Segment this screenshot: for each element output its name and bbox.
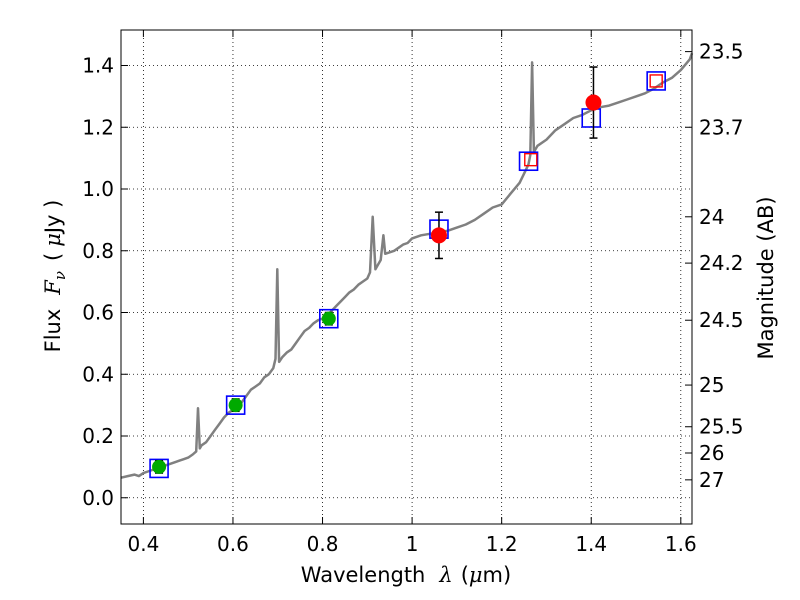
marker-layer (149, 66, 666, 479)
model-square-marker (518, 151, 539, 172)
plot-frame (120, 29, 693, 525)
observed-point (152, 459, 167, 474)
observed-point (321, 311, 336, 326)
y-tick-label: 1.4 (82, 54, 114, 78)
tick-marks (121, 30, 692, 524)
x-tick-label: 1.6 (665, 532, 697, 556)
y-axis-label: FluxFν(μJy ) (41, 200, 69, 353)
model-square-marker (318, 308, 339, 329)
observed-point (228, 398, 243, 413)
x-tick-label: 1.4 (575, 532, 607, 556)
y-tick-label: 0.6 (82, 301, 114, 325)
magnitude-tick-label: 27 (699, 468, 724, 492)
magnitude-tick-labels: 23.5 23.7 24 24.2 24.5 25 25.526 27 (699, 40, 744, 492)
spectrum-layer (120, 52, 694, 479)
x-tick-labels: 0.4 0.6 0.8 1 1.2 1.4 1.6 (127, 532, 696, 556)
x-tick-label: 0.8 (307, 532, 339, 556)
observed-point (430, 227, 447, 244)
x-tick-label: 1 (406, 532, 419, 556)
magnitude-tick-label: 25.5 (699, 415, 744, 439)
y-tick-label: 0.8 (82, 239, 114, 263)
magnitude-tick-label: 26 (699, 441, 724, 465)
magnitude-tick-label: 24.5 (699, 308, 744, 332)
magnitude-tick-label: 24 (699, 205, 724, 229)
y-tick-label: 0.4 (82, 362, 114, 386)
y-tick-label: 0.0 (82, 486, 114, 510)
y-tick-labels: 0.0 0.2 0.4 0.6 0.8 1.0 1.2 1.4 (82, 54, 114, 510)
observed-point (585, 94, 602, 111)
x-tick-label: 1.2 (486, 532, 518, 556)
magnitude-tick-label: 23.7 (699, 115, 744, 139)
predicted-square-marker (649, 74, 663, 88)
y-tick-label: 1.0 (82, 177, 114, 201)
magnitude-tick-label: 25 (699, 373, 724, 397)
spectrum-line (120, 52, 694, 479)
predicted-square-marker (524, 152, 538, 167)
x-axis-label: Wavelength λ (μm) (301, 563, 511, 587)
model-square-marker (581, 108, 602, 128)
x-tick-label: 0.6 (217, 532, 249, 556)
y-tick-label: 0.2 (82, 424, 114, 448)
magnitude-tick-label: 23.5 (699, 40, 744, 64)
x-tick-label: 0.4 (127, 532, 159, 556)
model-square-marker (225, 395, 246, 415)
magnitude-tick-label: 24.2 (699, 251, 744, 275)
grid-lines (121, 30, 692, 524)
right-axis-label: Magnitude (AB) (754, 196, 778, 359)
model-square-marker (149, 458, 169, 479)
y-tick-label: 1.2 (82, 115, 114, 139)
model-square-marker (646, 71, 666, 91)
